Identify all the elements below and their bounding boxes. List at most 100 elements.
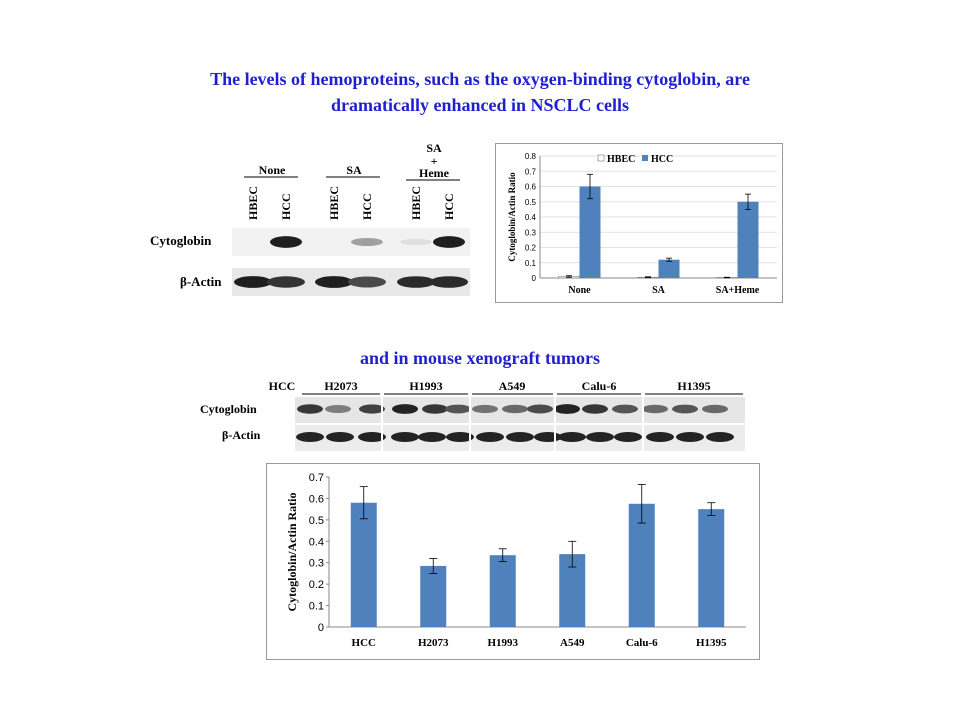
y-tick-label: 0.1 (525, 259, 537, 268)
x-tick-label: Calu-6 (626, 637, 658, 649)
bar-h2073 (420, 565, 447, 627)
cytoglobin-band (527, 404, 553, 414)
y-tick-label: 0.5 (525, 198, 537, 207)
actin-band (348, 276, 386, 288)
group-label-sa-heme-sa: SA (426, 141, 442, 155)
actin-band (446, 432, 474, 442)
y-axis-label: Cytoglobin/Actin Ratio (285, 492, 299, 611)
y-tick-label: 0.4 (525, 213, 537, 222)
legend-swatch-hcc (642, 155, 648, 161)
actin-band (476, 432, 504, 442)
western-blot-xenografts: HCC H2073 H1993 A549 Calu-6 H1395 Cytoglobin … (200, 379, 745, 451)
actin-band (326, 432, 354, 442)
y-tick-label: 0.5 (309, 515, 324, 527)
actin-band (397, 276, 435, 288)
bar-hcc (737, 201, 759, 278)
y-tick-label: 0.3 (309, 558, 324, 570)
actin-band (418, 432, 446, 442)
cytoglobin-band (422, 404, 448, 414)
lane-label-hcc: HCC (279, 193, 293, 220)
y-tick-label: 0 (532, 274, 537, 283)
cytoglobin-band (642, 404, 668, 414)
cytoglobin-band (672, 404, 698, 414)
legend-label-hbec: HBEC (607, 154, 635, 165)
y-axis-label: Cytoglobin/Actin Ratio (507, 172, 517, 262)
cytoglobin-band (351, 237, 383, 247)
y-tick-label: 0.7 (525, 167, 537, 176)
cytoglobin-band (472, 404, 498, 414)
bar-calu-6 (628, 503, 655, 627)
group-label-a549: A549 (499, 379, 526, 393)
group-label-plus: + (431, 154, 438, 168)
headline-line-1: The levels of hemoproteins, such as the … (210, 69, 750, 89)
y-tick-label: 0.8 (525, 152, 537, 161)
group-label-h1993: H1993 (409, 379, 442, 393)
western-blot-cells: None SA SA + Heme HBEC HCC HBEC HCC HBEC HCC … (150, 141, 470, 296)
row-label-cytoglobin: Cytoglobin (200, 402, 257, 416)
headline-line-3: and in mouse xenograft tumors (359, 348, 600, 368)
row-label-actin: β-Actin (180, 274, 222, 289)
group-label-calu-6: Calu-6 (582, 379, 617, 393)
cytoglobin-band (433, 236, 465, 248)
actin-band (315, 276, 353, 288)
cytoglobin-band (554, 404, 580, 414)
x-tick-label: H2073 (418, 637, 449, 649)
lane-label-hbec: HBEC (246, 186, 260, 220)
actin-band (234, 276, 272, 288)
actin-band (534, 432, 562, 442)
group-label-heme: Heme (419, 166, 450, 180)
group-label-sa: SA (346, 163, 362, 177)
x-tick-label: H1993 (487, 637, 518, 649)
bar-chart-xenografts: 0 0.1 0.2 0.3 0.4 0.5 0.6 0.7 HCC H2073 H1993 A549 C… (266, 463, 760, 660)
x-tick-label: A549 (560, 637, 585, 649)
y-tick-label: 0.2 (309, 579, 324, 591)
legend-swatch-hbec (597, 154, 605, 162)
y-tick-label: 0.7 (309, 472, 324, 484)
cytoglobin-band (297, 404, 323, 414)
group-label-h2073: H2073 (324, 379, 357, 393)
actin-band (358, 432, 386, 442)
group-label-hcc: HCC (269, 379, 296, 393)
actin-band (267, 276, 305, 288)
lane-label-hcc: HCC (442, 193, 456, 220)
bar-h1993 (489, 555, 516, 627)
actin-band (296, 432, 324, 442)
y-tick-label: 0 (318, 622, 324, 634)
x-tick-label: HCC (352, 637, 377, 649)
y-tick-label: 0.2 (525, 244, 537, 253)
actin-band (506, 432, 534, 442)
actin-band (430, 276, 468, 288)
actin-band (558, 432, 586, 442)
y-tick-label: 0.1 (309, 601, 324, 613)
x-tick-label: H1395 (696, 637, 727, 649)
group-label-h1395: H1395 (677, 379, 710, 393)
cytoglobin-band (582, 404, 608, 414)
y-tick-label: 0.4 (309, 536, 324, 548)
cytoglobin-band (270, 236, 302, 248)
actin-band (646, 432, 674, 442)
headline-line-2: dramatically enhanced in NSCLC cells (330, 95, 629, 115)
actin-band (676, 432, 704, 442)
cytoglobin-band (702, 404, 728, 414)
y-tick-label: 0.6 (309, 493, 324, 505)
cytoglobin-band (445, 404, 471, 414)
actin-band (614, 432, 642, 442)
y-tick-label: 0.6 (525, 183, 537, 192)
cytoglobin-band (359, 404, 385, 414)
bar-hcc (658, 259, 680, 278)
cytoglobin-band (502, 404, 528, 414)
chart-frame (495, 143, 783, 303)
actin-band (706, 432, 734, 442)
row-label-cytoglobin: Cytoglobin (150, 233, 212, 248)
bar-chart-cells: 0 0.1 0.2 0.3 0.4 0.5 0.6 0.7 0.8 None SA SA+Heme Cy… (495, 143, 783, 303)
x-tick-label: SA (652, 285, 666, 296)
x-tick-label: None (568, 285, 591, 296)
cytoglobin-band (612, 404, 638, 414)
cytoglobin-band (392, 404, 418, 414)
y-tick-label: 0.3 (525, 228, 537, 237)
group-label-none: None (259, 163, 286, 177)
actin-band (391, 432, 419, 442)
bar-h1395 (698, 509, 725, 627)
lane-label-hbec: HBEC (409, 186, 423, 220)
bar-hcc (350, 502, 377, 627)
